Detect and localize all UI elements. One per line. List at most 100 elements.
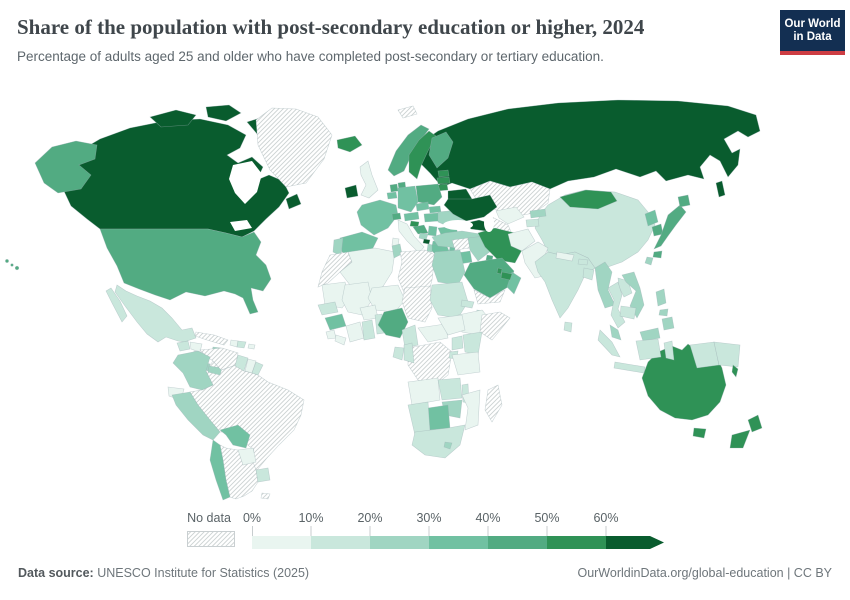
country-ivory-coast[interactable] [345, 321, 365, 343]
country-puerto-rico[interactable] [247, 343, 256, 350]
country-new-zealand-north[interactable] [747, 414, 763, 433]
country-lesotho[interactable] [443, 441, 453, 450]
country-falkland-islands[interactable] [260, 492, 271, 500]
country-hungary[interactable] [423, 212, 440, 223]
country-zambia[interactable] [437, 377, 463, 401]
country-italy[interactable] [397, 219, 425, 254]
country-nepal[interactable] [555, 251, 575, 262]
legend-bin-10-20[interactable] [311, 536, 370, 549]
country-bhutan[interactable] [577, 258, 589, 266]
country-cambodia[interactable] [619, 305, 637, 320]
country-south-sudan[interactable] [437, 314, 466, 336]
country-peru[interactable] [171, 391, 221, 441]
country-angola[interactable] [407, 377, 441, 406]
country-russia-sakhalin[interactable] [715, 180, 726, 198]
country-afghanistan[interactable] [507, 228, 536, 252]
legend-bin-30-40[interactable] [429, 536, 488, 549]
country-mexico[interactable] [114, 284, 197, 343]
country-svalbard[interactable] [397, 105, 418, 119]
country-usa[interactable] [99, 228, 272, 315]
country-thailand[interactable] [607, 281, 626, 329]
country-cameroon[interactable] [401, 324, 419, 349]
country-finland[interactable] [428, 131, 454, 169]
country-bosnia[interactable] [418, 232, 429, 241]
country-guinea[interactable] [324, 313, 347, 331]
country-greenland[interactable] [255, 107, 333, 188]
country-central-african-republic[interactable] [417, 323, 449, 343]
country-panama[interactable] [207, 365, 223, 376]
country-philippines-mindanao[interactable] [661, 316, 675, 331]
country-ghana[interactable] [361, 319, 376, 341]
attribution-link[interactable]: OurWorldinData.org/global-education | CC… [577, 566, 832, 580]
country-belgium[interactable] [386, 191, 398, 200]
country-ireland[interactable] [344, 184, 359, 199]
country-indonesia-sulawesi[interactable] [663, 340, 675, 361]
country-vietnam[interactable] [621, 271, 645, 319]
country-tajikistan[interactable] [525, 218, 540, 228]
country-usa-hawaii2[interactable] [10, 263, 14, 267]
country-south-africa[interactable] [411, 424, 466, 459]
country-tanzania[interactable] [451, 351, 481, 376]
country-indonesia-kalimantan[interactable] [635, 338, 662, 361]
legend-bin-20-30[interactable] [370, 536, 429, 549]
country-chad[interactable] [401, 285, 433, 323]
country-austria[interactable] [403, 211, 420, 222]
country-uganda[interactable] [451, 335, 464, 351]
country-mozambique[interactable] [461, 389, 481, 431]
country-ukraine[interactable] [443, 194, 498, 222]
country-chile[interactable] [209, 439, 231, 501]
country-guatemala[interactable] [176, 340, 191, 352]
country-japan-hokkaido[interactable] [677, 194, 691, 208]
country-mexico-baja[interactable] [105, 287, 128, 323]
country-bangladesh[interactable] [582, 267, 595, 281]
country-netherlands[interactable] [389, 183, 399, 193]
legend-bin-50-60[interactable] [547, 536, 606, 549]
country-usa-hawaii[interactable] [5, 259, 9, 263]
country-serbia[interactable] [427, 225, 438, 237]
country-philippines-luzon[interactable] [655, 288, 667, 307]
country-nigeria[interactable] [377, 307, 409, 339]
country-somalia[interactable] [479, 311, 511, 341]
country-sri-lanka[interactable] [563, 321, 573, 333]
country-switzerland[interactable] [391, 212, 402, 221]
country-russia[interactable] [414, 99, 761, 190]
country-mongolia[interactable] [559, 189, 618, 210]
country-uk[interactable] [359, 160, 379, 199]
country-mali[interactable] [341, 281, 373, 316]
country-paraguay[interactable] [237, 447, 257, 466]
country-namibia[interactable] [407, 401, 431, 436]
legend-bin-40-50[interactable] [488, 536, 547, 549]
country-north-korea[interactable] [644, 209, 659, 227]
country-montenegro[interactable] [422, 238, 431, 245]
country-canada-arctic[interactable] [149, 109, 197, 128]
owid-logo[interactable]: Our World in Data [780, 10, 845, 55]
country-germany[interactable] [397, 185, 419, 213]
country-guyana[interactable] [234, 354, 249, 372]
legend-bin-60-plus[interactable] [606, 536, 664, 549]
country-alaska[interactable] [34, 140, 98, 194]
country-canada-newfoundland[interactable] [285, 193, 302, 210]
country-albania[interactable] [426, 243, 434, 253]
country-czechia[interactable] [415, 201, 430, 212]
country-uae[interactable] [500, 271, 513, 281]
country-kenya[interactable] [462, 331, 483, 356]
country-qatar[interactable] [496, 267, 503, 275]
country-bolivia[interactable] [219, 424, 251, 449]
country-french-guiana[interactable] [251, 361, 264, 376]
country-botswana[interactable] [427, 404, 451, 431]
country-australia-tasmania[interactable] [692, 427, 707, 439]
country-madagascar[interactable] [484, 384, 503, 423]
country-china[interactable] [534, 189, 656, 269]
country-indonesia-java[interactable] [613, 361, 646, 374]
country-liberia[interactable] [334, 334, 347, 346]
country-sweden[interactable] [408, 130, 437, 180]
country-canada-arctic2[interactable] [205, 104, 242, 122]
country-estonia[interactable] [437, 169, 450, 178]
country-croatia[interactable] [412, 224, 429, 235]
country-uruguay[interactable] [255, 467, 271, 483]
country-senegal[interactable] [317, 301, 339, 316]
country-sierra-leone[interactable] [325, 329, 337, 340]
country-taiwan[interactable] [644, 256, 654, 266]
country-colombia[interactable] [172, 350, 214, 391]
country-eritrea[interactable] [460, 299, 475, 309]
